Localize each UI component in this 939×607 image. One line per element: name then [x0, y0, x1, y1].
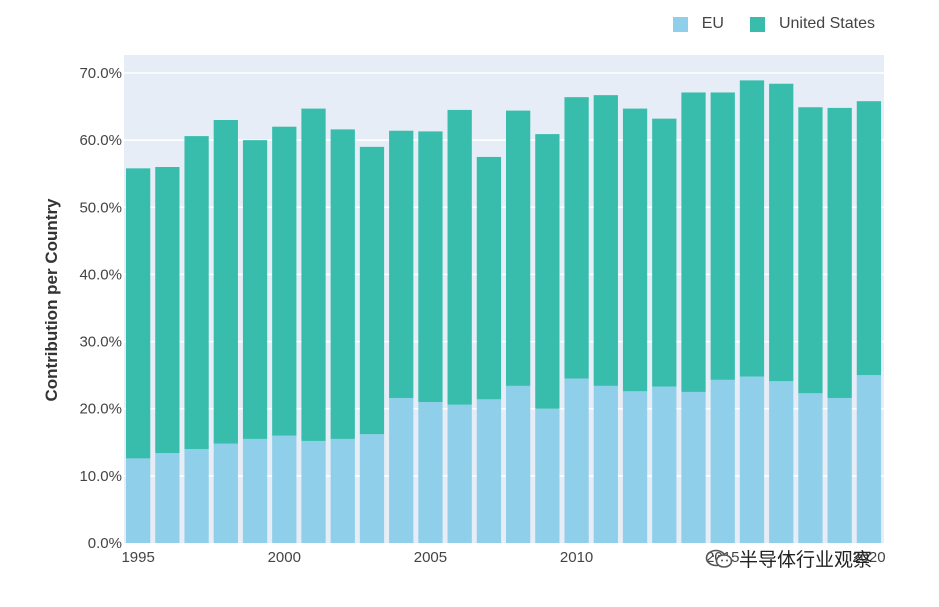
bar-eu-2019 [827, 397, 852, 543]
x-tick-label: 2005 [414, 549, 447, 566]
y-tick-label: 0.0% [88, 535, 122, 552]
bar-eu-1996 [155, 453, 180, 543]
legend-label-us: United States [778, 15, 875, 32]
bar-eu-1999 [242, 438, 268, 543]
bar-eu-2015 [710, 379, 735, 543]
bar-united-states-2010 [564, 97, 589, 379]
bar-united-states-2005 [418, 131, 443, 402]
bar-united-states-1996 [155, 167, 180, 454]
x-tick-label: 1995 [121, 549, 154, 566]
y-tick-label: 50.0% [79, 199, 122, 216]
bar-united-states-2013 [652, 118, 677, 387]
bar-eu-2013 [652, 386, 677, 543]
y-tick-label: 70.0% [79, 65, 122, 82]
bar-united-states-2019 [827, 107, 852, 398]
legend-item-us: United States [749, 15, 875, 33]
bar-united-states-2008 [506, 110, 531, 386]
watermark: 半导体行业观察 [705, 545, 872, 572]
bar-united-states-2002 [330, 129, 355, 439]
bar-united-states-2009 [535, 134, 560, 409]
bar-united-states-2016 [739, 80, 765, 377]
y-tick-label: 10.0% [79, 468, 122, 485]
legend-item-eu: EU [672, 15, 724, 33]
x-tick-label: 2010 [560, 549, 593, 566]
wechat-icon [705, 549, 733, 568]
bar-eu-2014 [681, 391, 706, 543]
bar-united-states-1997 [184, 136, 209, 449]
bar-eu-2010 [564, 378, 589, 543]
bar-eu-2005 [418, 402, 443, 543]
y-axis-ticks: 0.0% 10.0% 20.0% 30.0% 40.0% 50.0% 60.0% 70.0% [79, 65, 122, 552]
bar-eu-2000 [272, 435, 297, 543]
bar-eu-2011 [593, 385, 618, 543]
y-tick-label: 40.0% [79, 266, 122, 283]
bar-united-states-2014 [681, 92, 706, 392]
bar-eu-2002 [330, 438, 355, 543]
y-axis-label: Contribution per Country [42, 198, 61, 402]
bar-eu-1998 [213, 443, 238, 543]
bar-united-states-2020 [856, 101, 882, 376]
x-tick-label: 2020 [852, 549, 885, 566]
bar-united-states-2001 [301, 108, 326, 441]
bar-eu-2006 [447, 404, 472, 543]
bar-united-states-2018 [798, 107, 823, 394]
bar-eu-2016 [739, 376, 765, 543]
bar-united-states-2004 [389, 130, 414, 398]
bar-united-states-1995 [126, 168, 151, 459]
x-tick-label: 2000 [268, 549, 301, 566]
bar-united-states-2007 [476, 156, 502, 400]
bar-united-states-2011 [593, 95, 618, 386]
bar-eu-2009 [535, 408, 560, 543]
bar-united-states-2017 [769, 83, 794, 382]
bars [126, 80, 882, 543]
bar-eu-2018 [798, 393, 823, 543]
y-tick-label: 30.0% [79, 334, 122, 351]
bar-eu-2012 [622, 391, 648, 543]
bar-eu-1997 [184, 449, 209, 543]
bar-eu-2020 [856, 375, 882, 543]
bar-united-states-1998 [213, 120, 238, 444]
y-tick-label: 60.0% [79, 132, 122, 149]
bar-eu-2003 [359, 434, 385, 543]
bar-united-states-2003 [359, 146, 385, 435]
legend-label-eu: EU [701, 15, 724, 32]
bar-united-states-1999 [242, 140, 268, 439]
bar-eu-2001 [301, 440, 326, 543]
legend: EU United States [672, 15, 875, 33]
legend-swatch-eu [672, 16, 688, 32]
bar-united-states-2012 [622, 108, 648, 392]
bar-united-states-2000 [272, 126, 297, 436]
legend-swatch-us [749, 16, 765, 32]
bar-eu-2004 [389, 397, 414, 543]
bar-united-states-2015 [710, 92, 735, 380]
bar-eu-1995 [126, 458, 151, 543]
bar-united-states-2006 [447, 109, 472, 405]
bar-eu-2017 [769, 381, 794, 543]
y-tick-label: 20.0% [79, 401, 122, 418]
watermark-text: 半导体行业观察 [739, 549, 873, 571]
bar-eu-2008 [506, 385, 531, 543]
bar-eu-2007 [476, 399, 502, 543]
